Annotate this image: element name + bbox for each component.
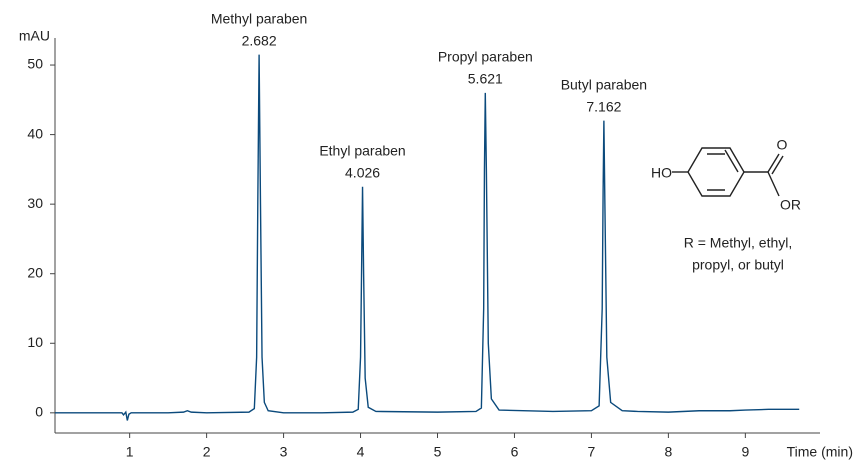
bond (767, 171, 780, 197)
x-tick-label: 3 (280, 444, 288, 460)
x-tick-label: 5 (434, 444, 442, 460)
structure-text: HO (651, 165, 672, 181)
y-axis-label: mAU (19, 28, 50, 44)
bond (767, 153, 780, 173)
x-tick-label: 6 (511, 444, 519, 460)
y-tick-label: 50 (27, 56, 43, 72)
peak-time: 4.026 (345, 164, 380, 180)
y-tick-label: 0 (35, 404, 43, 420)
peak-time: 2.682 (242, 32, 277, 48)
x-tick-label: 2 (203, 444, 211, 460)
peak-time: 7.162 (586, 98, 621, 114)
peak-time: 5.621 (468, 71, 503, 87)
y-tick-label: 10 (27, 334, 43, 350)
structure (672, 147, 784, 197)
benzene-ring (687, 147, 745, 197)
x-tick-label: 1 (126, 444, 134, 460)
peak-label: Propyl paraben (438, 49, 533, 65)
trace (55, 54, 800, 421)
bond (771, 155, 784, 175)
x-tick-label: 4 (357, 444, 365, 460)
double-bond (724, 149, 739, 173)
structure-text: OR (780, 197, 801, 213)
peak-label: Butyl paraben (561, 76, 647, 92)
x-axis-label: Time (min) (787, 444, 853, 460)
structure-text: O (777, 137, 788, 153)
x-tick-label: 9 (741, 444, 749, 460)
x-tick-label: 8 (664, 444, 672, 460)
y-tick-label: 30 (27, 195, 43, 211)
structure-caption: propyl, or butyl (692, 257, 784, 273)
structure-caption: R = Methyl, ethyl, (684, 235, 793, 251)
y-tick-label: 20 (27, 264, 43, 280)
x-tick-label: 7 (588, 444, 596, 460)
y-tick-label: 40 (27, 125, 43, 141)
peak-label: Ethyl paraben (319, 142, 405, 158)
peak-label: Methyl paraben (211, 10, 308, 26)
